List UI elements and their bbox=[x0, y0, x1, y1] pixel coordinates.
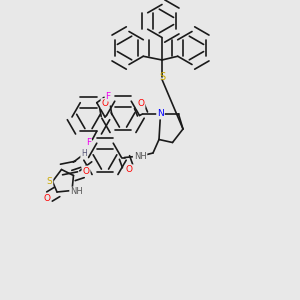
Text: F: F bbox=[86, 138, 91, 147]
Text: O: O bbox=[43, 194, 50, 203]
Text: H: H bbox=[81, 148, 87, 158]
Text: O: O bbox=[137, 99, 145, 108]
Text: O: O bbox=[125, 165, 133, 174]
Text: O: O bbox=[82, 167, 90, 176]
Text: NH: NH bbox=[134, 152, 146, 161]
Text: S: S bbox=[46, 177, 52, 186]
Text: N: N bbox=[157, 110, 164, 118]
Text: F: F bbox=[106, 92, 111, 100]
Text: NH: NH bbox=[70, 188, 83, 196]
Text: O: O bbox=[101, 99, 109, 108]
Text: S: S bbox=[159, 71, 165, 82]
